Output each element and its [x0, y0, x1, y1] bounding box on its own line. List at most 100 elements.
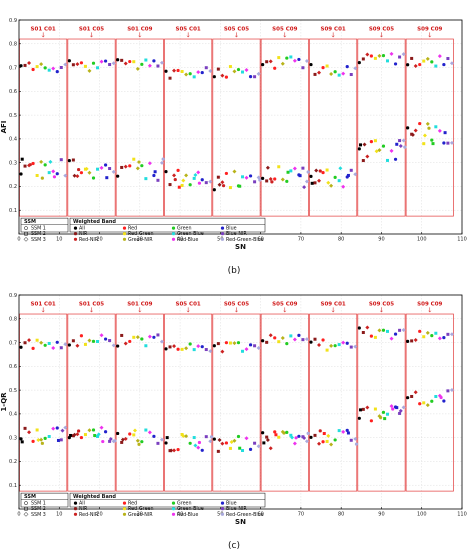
- data-point: [27, 61, 32, 66]
- data-point: [232, 69, 237, 74]
- y-tick-label: 0.6: [9, 89, 17, 95]
- data-point: [35, 173, 39, 177]
- y-tick-label: 0.1: [9, 483, 17, 489]
- data-point: [87, 68, 92, 73]
- data-point: [181, 178, 186, 183]
- data-point: [192, 75, 196, 79]
- data-point: [147, 430, 152, 435]
- data-point: [19, 64, 23, 68]
- data-point: [236, 341, 241, 345]
- x-tick-label: 10: [56, 512, 62, 518]
- data-point: [381, 144, 386, 148]
- data-point: [277, 340, 281, 344]
- data-point: [381, 328, 386, 332]
- legend-band-marker: [122, 237, 127, 241]
- data-point: [261, 176, 265, 180]
- y-tick-label: 0.3: [9, 160, 17, 166]
- data-point: [228, 65, 232, 69]
- data-point: [427, 126, 431, 130]
- legend-band-marker: [122, 226, 127, 230]
- data-point: [248, 343, 253, 347]
- y-tick-label: 0.7: [9, 340, 17, 346]
- data-point: [75, 432, 80, 437]
- legend-ssm-marker: [23, 511, 29, 517]
- data-point: [120, 58, 124, 62]
- data-point: [91, 428, 96, 432]
- legend-band-marker: [171, 226, 176, 230]
- data-point: [270, 180, 274, 184]
- legend-band-label: Red-Green: [128, 506, 154, 512]
- data-point: [39, 437, 44, 442]
- segment-arrow: [283, 32, 287, 38]
- legend-ssm-marker: [24, 231, 28, 236]
- data-point: [238, 184, 242, 188]
- legend-ssm-label: SSM 3: [31, 512, 46, 518]
- data-point: [442, 62, 446, 67]
- segment-label: S05 C09: [272, 27, 297, 33]
- segment-label: S01 C01: [31, 302, 56, 308]
- data-point: [79, 435, 84, 440]
- y-tick-label: 0.8: [9, 42, 17, 48]
- data-point: [353, 66, 358, 71]
- data-point: [301, 166, 305, 170]
- segment-box: [164, 313, 213, 492]
- legend-band-label: All: [79, 501, 85, 507]
- data-point: [164, 441, 168, 445]
- data-point: [439, 395, 443, 400]
- data-point: [361, 57, 365, 61]
- data-point: [51, 66, 56, 71]
- data-point: [373, 56, 377, 60]
- data-point: [204, 66, 208, 70]
- data-point: [353, 344, 358, 349]
- data-point: [309, 340, 313, 344]
- data-point: [321, 65, 325, 70]
- data-point: [398, 328, 402, 332]
- data-point: [144, 344, 148, 348]
- data-point: [236, 434, 241, 439]
- data-point: [446, 141, 450, 145]
- data-point: [23, 164, 27, 168]
- data-point: [196, 344, 201, 349]
- legend-ssm-box: [20, 217, 69, 233]
- data-point: [434, 64, 438, 68]
- segment-box: [260, 313, 309, 492]
- data-point: [177, 185, 181, 189]
- legend-band-label: Red-Green-Blue: [226, 512, 264, 518]
- segment-arrow: [186, 307, 190, 313]
- data-point: [96, 167, 100, 171]
- data-point: [401, 138, 406, 143]
- data-point: [430, 334, 434, 338]
- data-point: [262, 441, 266, 445]
- data-point: [333, 438, 337, 442]
- data-point: [188, 342, 192, 346]
- data-point: [280, 61, 285, 66]
- legend-band-label: Red-NIR: [79, 512, 99, 518]
- data-point: [111, 343, 116, 348]
- data-point: [329, 72, 334, 77]
- data-point: [369, 54, 373, 58]
- data-point: [224, 341, 229, 345]
- y-tick-label: 0.3: [9, 435, 17, 441]
- data-point: [173, 177, 177, 182]
- data-point: [373, 335, 377, 339]
- data-point: [172, 344, 177, 349]
- data-point: [208, 179, 213, 184]
- legend-band-label: Red-Blue: [177, 512, 198, 518]
- y-tick-label: 0.4: [9, 412, 17, 418]
- legend-ssm-label: SSM 3: [31, 237, 46, 243]
- data-point: [326, 180, 331, 185]
- data-point: [229, 440, 234, 445]
- data-point: [290, 435, 295, 440]
- data-point: [156, 178, 160, 182]
- data-point: [140, 337, 144, 341]
- data-point: [385, 158, 389, 162]
- data-point: [55, 340, 59, 344]
- legend-band-label: NIR: [79, 506, 88, 512]
- data-point: [425, 330, 430, 335]
- data-point: [383, 417, 387, 421]
- data-point: [180, 432, 184, 436]
- data-point: [286, 170, 290, 174]
- data-point: [422, 59, 426, 63]
- data-point: [389, 148, 394, 153]
- data-point: [273, 177, 277, 181]
